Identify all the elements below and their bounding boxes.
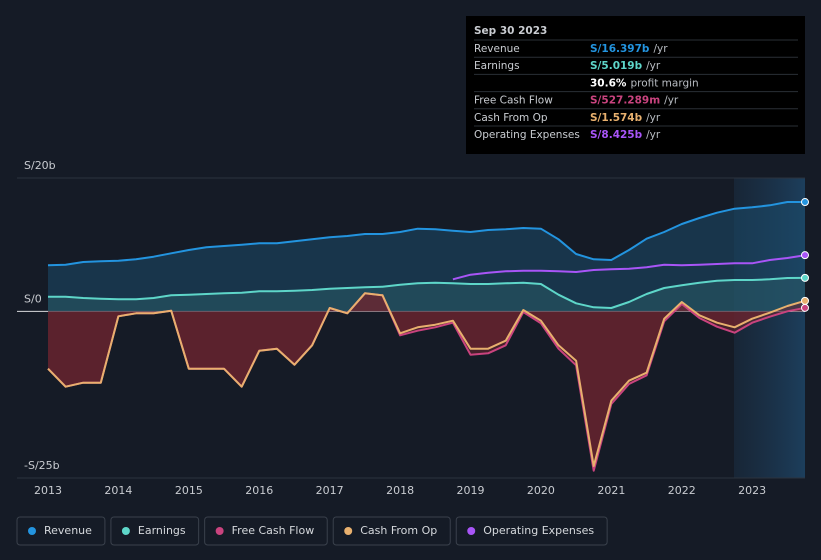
tooltip-label: Operating Expenses xyxy=(474,129,580,141)
legend: Revenue Earnings Free Cash Flow Cash From O… xyxy=(16,516,608,546)
x-tick-label: 2022 xyxy=(668,484,696,497)
tooltip-label: Free Cash Flow xyxy=(474,95,553,107)
tooltip-unit: profit margin xyxy=(630,77,698,89)
tooltip-value-text: S/527.289m xyxy=(590,95,660,107)
legend-box xyxy=(16,516,106,546)
legend-label: Revenue xyxy=(44,524,92,537)
legend-box xyxy=(332,516,451,546)
tooltip-unit: /yr xyxy=(653,43,668,55)
area xyxy=(48,277,805,312)
line xyxy=(452,254,806,281)
y-tick-label: S/20b xyxy=(24,159,56,172)
legend-swatch xyxy=(467,527,476,535)
legend-label: Operating Expenses xyxy=(483,524,594,537)
legend-label: Cash From Op xyxy=(360,524,437,537)
tooltip-box xyxy=(466,16,805,154)
tooltip-date: Sep 30 2023 xyxy=(474,25,547,37)
area xyxy=(48,293,805,466)
tooltip-unit: /yr xyxy=(646,129,661,141)
x-tick-label: 2017 xyxy=(316,484,344,497)
legend-item[interactable]: Earnings xyxy=(110,516,200,546)
tooltip-value: S/527.289m/yr xyxy=(590,95,679,107)
line xyxy=(48,276,806,309)
tooltip-value: S/16.397b/yr xyxy=(590,43,668,55)
x-tick-label: 2016 xyxy=(245,484,273,497)
end-dot xyxy=(801,251,809,260)
x-tick-label: 2019 xyxy=(457,484,485,497)
area xyxy=(48,202,805,312)
legend-swatch xyxy=(215,527,224,535)
legend-box xyxy=(204,516,328,546)
tooltip: Sep 30 2023 Revenue S/16.397b/yr Earnings S/… xyxy=(466,16,805,154)
x-tick-label: 2013 xyxy=(34,484,62,497)
legend-item[interactable]: Free Cash Flow xyxy=(204,516,328,546)
tooltip-value-text: S/16.397b xyxy=(590,43,650,55)
tooltip-label: Cash From Op xyxy=(474,112,548,124)
x-tick-label: 2023 xyxy=(738,484,766,497)
x-tick-label: 2014 xyxy=(104,484,132,497)
line xyxy=(47,201,805,267)
tooltip-label: Revenue xyxy=(474,43,520,55)
tooltip-value: S/1.574b/yr xyxy=(590,112,661,124)
tooltip-label: Earnings xyxy=(474,60,520,72)
tooltip-value: S/5.019b/yr xyxy=(590,60,661,72)
tooltip-value-text: S/1.574b xyxy=(590,112,643,124)
tooltip-unit: /yr xyxy=(646,60,661,72)
tooltip-value: S/8.425b/yr xyxy=(590,129,661,141)
tooltip-unit: /yr xyxy=(664,95,679,107)
end-dot xyxy=(801,303,809,312)
legend-label: Free Cash Flow xyxy=(232,524,315,537)
legend-item[interactable]: Operating Expenses xyxy=(455,516,608,546)
tooltip-value: 30.6% profit margin xyxy=(590,77,699,89)
legend-swatch xyxy=(344,527,353,535)
y-tick-label: -S/25b xyxy=(24,459,60,472)
tooltip-value-text: 30.6% xyxy=(590,77,627,89)
tooltip-value-text: S/5.019b xyxy=(590,60,643,72)
line xyxy=(47,292,806,467)
legend-label: Earnings xyxy=(138,524,186,537)
end-dot xyxy=(801,273,809,282)
legend-box xyxy=(110,516,200,546)
tooltip-unit: /yr xyxy=(646,112,661,124)
x-tick-label: 2018 xyxy=(386,484,414,497)
end-dot xyxy=(801,198,809,207)
tooltip-value-text: S/8.425b xyxy=(590,129,643,141)
y-tick-label: S/0 xyxy=(24,292,42,305)
legend-swatch xyxy=(28,527,36,535)
x-tick-label: 2021 xyxy=(597,484,625,497)
legend-item[interactable]: Cash From Op xyxy=(332,516,451,546)
x-tick-label: 2020 xyxy=(527,484,555,497)
legend-swatch xyxy=(121,527,130,535)
legend-box xyxy=(455,516,608,546)
x-tick-label: 2015 xyxy=(175,484,203,497)
legend-item[interactable]: Revenue xyxy=(16,516,106,546)
end-dot xyxy=(801,296,809,305)
